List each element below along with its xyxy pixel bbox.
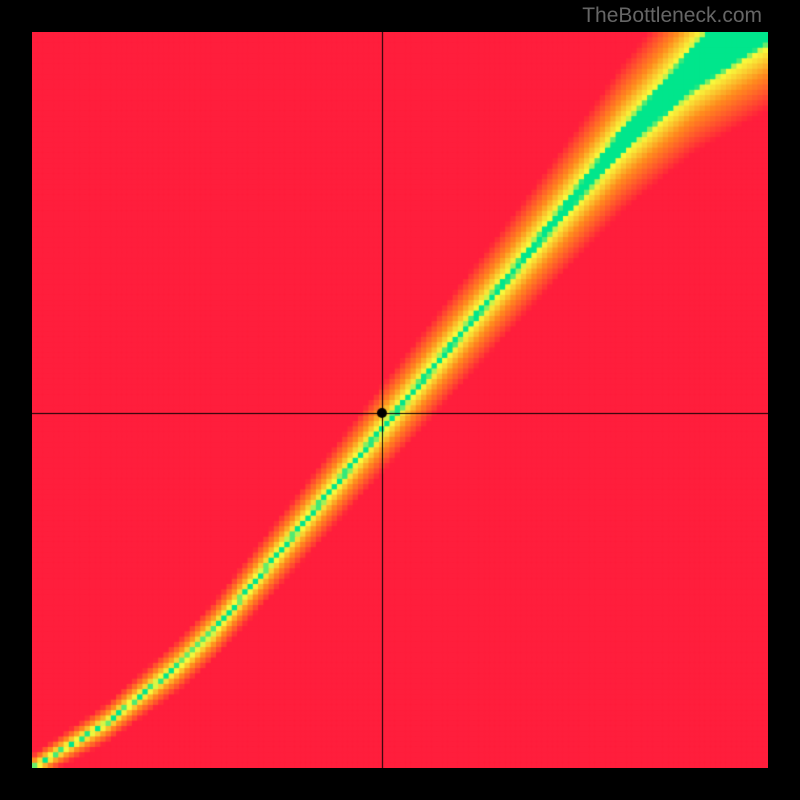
watermark-text: TheBottleneck.com <box>582 4 762 28</box>
bottleneck-heatmap <box>32 32 768 768</box>
